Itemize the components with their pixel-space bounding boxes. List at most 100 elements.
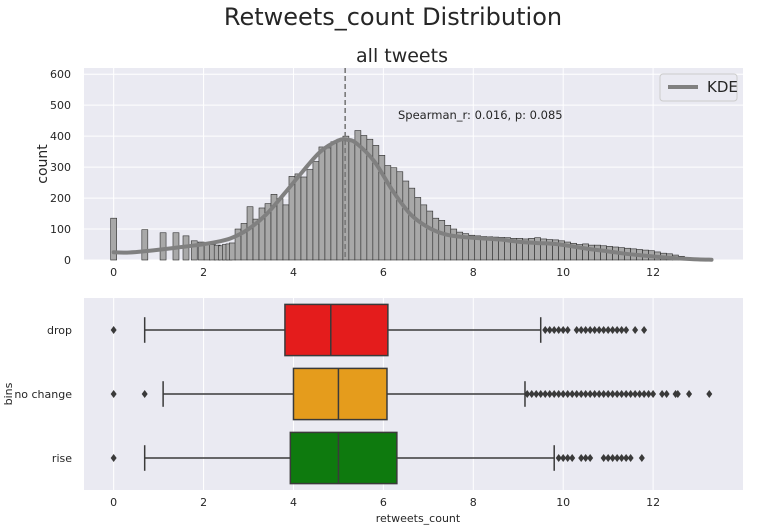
outlier-point — [614, 326, 621, 334]
histogram-y-tick-label: 0 — [64, 254, 71, 267]
histogram-bar — [229, 242, 236, 261]
outlier-point — [623, 390, 630, 398]
outlier-point — [560, 454, 567, 462]
outlier-point — [636, 390, 643, 398]
histogram-x-tick-label: 6 — [380, 266, 387, 279]
outlier-point — [582, 454, 589, 462]
outlier-point — [569, 390, 576, 398]
box-no-change — [110, 367, 713, 421]
outlier-point — [560, 390, 567, 398]
histogram-bar — [432, 217, 440, 261]
boxplot-x-tick-label: 8 — [470, 496, 477, 509]
histogram-bar — [354, 130, 362, 261]
outlier-point — [591, 326, 598, 334]
outlier-point — [600, 390, 607, 398]
histogram-bar — [141, 229, 149, 261]
outlier-point — [528, 390, 535, 398]
outlier-point — [632, 390, 639, 398]
histogram-y-tick-label: 600 — [50, 68, 71, 81]
histogram-x-tick-label: 8 — [470, 266, 477, 279]
boxplot-ylabel: bins — [2, 382, 15, 405]
outlier-point — [587, 390, 594, 398]
histogram-title: all tweets — [356, 45, 448, 67]
outlier-point — [645, 390, 652, 398]
outlier-point — [578, 390, 585, 398]
outlier-point — [600, 326, 607, 334]
outlier-point — [551, 326, 558, 334]
outlier-point — [605, 390, 612, 398]
histogram-bar — [396, 171, 404, 261]
histogram-y-tick-label: 300 — [50, 161, 71, 174]
outlier-point — [546, 326, 553, 334]
outlier-point — [573, 326, 580, 334]
histogram-bar — [324, 147, 332, 261]
boxplot-x-tick-label: 10 — [556, 496, 570, 509]
outlier-point — [542, 390, 549, 398]
outlier-point — [650, 390, 657, 398]
outlier-point — [605, 326, 612, 334]
histogram-bar — [390, 167, 398, 261]
outlier-point — [618, 454, 625, 462]
outlier-point — [623, 326, 630, 334]
histogram-bar — [276, 198, 284, 261]
outlier-point — [524, 390, 531, 398]
outlier-point — [542, 326, 549, 334]
boxplot-x-tick-label: 6 — [380, 496, 387, 509]
outlier-point — [609, 390, 616, 398]
histogram-bar — [420, 204, 428, 261]
outlier-point — [560, 326, 567, 334]
box-rise — [110, 431, 645, 485]
boxplot-x-tick-label: 2 — [200, 496, 207, 509]
outlier-point — [706, 390, 713, 398]
histogram-x-tick-label: 0 — [110, 266, 117, 279]
histogram-bar — [246, 206, 254, 261]
histogram-bar — [438, 220, 446, 261]
box-iqr — [284, 303, 389, 357]
histogram-panel: all tweets 0 2 4 6 8 10 120100200300400500600 … — [35, 45, 743, 279]
histogram-x-tick-label: 2 — [200, 266, 207, 279]
boxplot-xlabel: retweets_count — [376, 512, 461, 525]
boxplot-boxes — [110, 303, 713, 485]
histogram-bar — [444, 225, 452, 261]
outlier-point — [110, 326, 117, 334]
outlier-point — [564, 454, 571, 462]
boxplot-category-label: rise — [52, 452, 72, 465]
outlier-point — [546, 390, 553, 398]
outlier-point — [551, 390, 558, 398]
histogram-y-tick-label: 200 — [50, 192, 71, 205]
boxplot-category-label: no change — [14, 388, 72, 401]
outlier-point — [632, 326, 639, 334]
outlier-point — [614, 454, 621, 462]
legend-box — [659, 73, 738, 102]
histogram-bar — [336, 138, 344, 261]
histogram-bar — [408, 187, 416, 261]
histogram-y-tick-label: 400 — [50, 130, 71, 143]
histogram-bar — [402, 180, 410, 261]
outlier-point — [591, 390, 598, 398]
box-iqr — [292, 367, 388, 421]
outlier-point — [659, 390, 666, 398]
histogram-bar — [414, 197, 422, 261]
outlier-point — [609, 326, 616, 334]
outlier-point — [641, 326, 648, 334]
histogram-bar — [330, 141, 338, 261]
histogram-tick-labels: 0 2 4 6 8 10 12 0 100 200 300 400 500 600 — [50, 68, 660, 279]
histogram-bar — [282, 204, 290, 261]
boxplot-x-tick-label: 0 — [110, 496, 117, 509]
outlier-point — [573, 390, 580, 398]
outlier-point — [587, 326, 594, 334]
outlier-point — [614, 390, 621, 398]
histogram-x-tick-label: 12 — [646, 266, 660, 279]
outlier-point — [564, 390, 571, 398]
histogram-bar — [426, 210, 434, 261]
histogram-bar — [312, 161, 320, 261]
histogram-bar — [159, 232, 167, 261]
histogram-bar — [348, 140, 356, 261]
outlier-point — [609, 454, 616, 462]
outlier-point — [537, 390, 544, 398]
outlier-point — [663, 390, 670, 398]
spearman-annotation: Spearman_r: 0.016, p: 0.085 — [398, 108, 563, 122]
outlier-point — [564, 326, 571, 334]
histogram-bar — [318, 146, 326, 261]
